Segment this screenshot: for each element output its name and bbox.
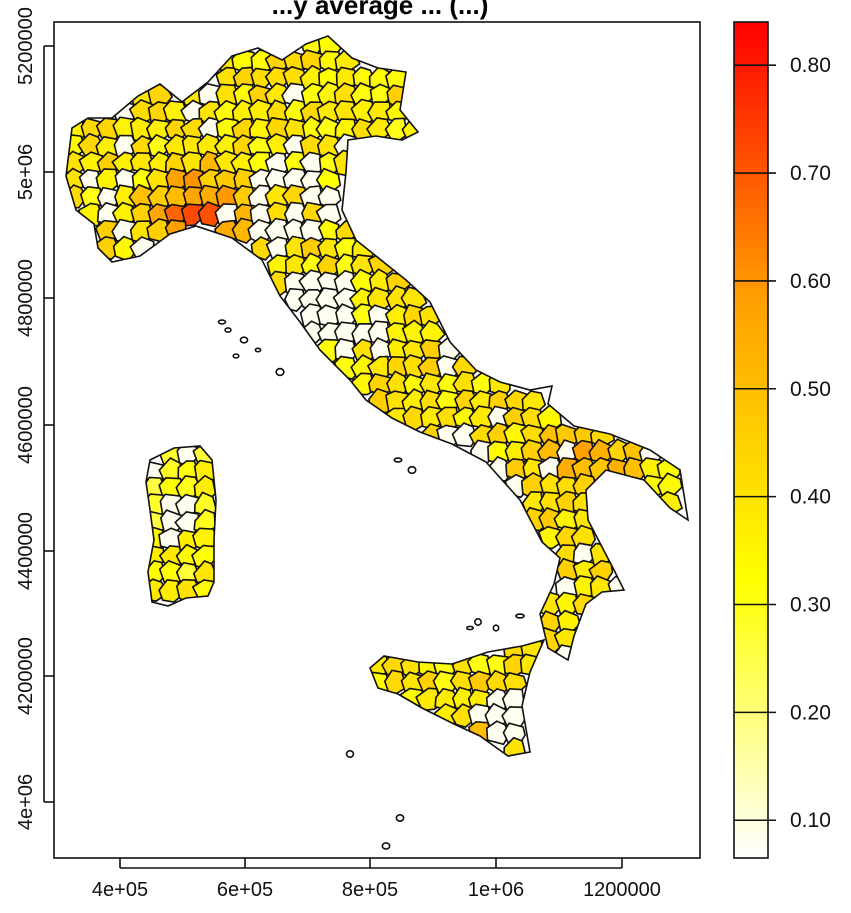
x-tick-label: 4e+05 [92, 879, 148, 901]
legend-tick-label: 0.50 [790, 378, 831, 401]
x-tick-label: 1e+06 [468, 879, 524, 901]
y-tick-label: 4200000 [15, 637, 37, 715]
sea-mask [54, 22, 700, 858]
color-legend: 0.10 0.20 0.30 0.40 0.50 0.60 0.70 0.80 [733, 21, 831, 859]
y-axis: 4e+06 4200000 4400000 4600000 4800000 5e+06 52… [15, 7, 54, 830]
y-tick-label: 5e+06 [15, 144, 37, 200]
islet [254, 347, 262, 353]
islet [395, 813, 405, 823]
mainland-coastline [65, 35, 690, 662]
legend-ticks: 0.10 0.20 0.30 0.40 0.50 0.60 0.70 0.80 [734, 54, 831, 832]
legend-tick-label: 0.70 [790, 162, 831, 185]
islet [515, 613, 525, 619]
x-tick-label: 6e+05 [217, 879, 273, 901]
islet [217, 319, 227, 325]
legend-tick-label: 0.30 [790, 594, 831, 617]
x-axis: 4e+05 6e+05 8e+05 1e+06 1200000 [92, 858, 661, 901]
islet [492, 624, 500, 632]
islet [393, 457, 403, 463]
municipality-region [537, 525, 565, 550]
y-tick-label: 4800000 [15, 259, 37, 337]
islet [465, 625, 475, 631]
islet [224, 327, 232, 333]
legend-tick-label: 0.40 [790, 486, 831, 509]
y-tick-label: 4e+06 [15, 774, 37, 830]
islet [239, 336, 249, 344]
plot-frame [53, 21, 701, 859]
municipality-region [485, 720, 511, 746]
sardinia-coastline [145, 445, 217, 607]
islet [345, 749, 355, 759]
islet [474, 618, 482, 626]
map-title: ...y average ... (...) [272, 0, 489, 20]
legend-color-bar [733, 21, 769, 859]
islet [275, 367, 285, 377]
islet [407, 465, 417, 475]
x-tick-label: 1200000 [583, 879, 661, 901]
legend-tick-label: 0.10 [790, 809, 831, 832]
legend-tick-label: 0.80 [790, 54, 831, 77]
islet [381, 842, 391, 850]
map-layer [54, 22, 700, 858]
y-tick-label: 4400000 [15, 512, 37, 590]
municipality-region [451, 422, 478, 448]
y-tick-label: 4600000 [15, 386, 37, 464]
x-tick-label: 8e+05 [342, 879, 398, 901]
islet [232, 353, 240, 359]
legend-tick-label: 0.60 [790, 270, 831, 293]
municipality-region [231, 217, 256, 245]
y-tick-label: 5200000 [15, 7, 37, 85]
municipality-region [283, 287, 308, 313]
legend-tick-label: 0.20 [790, 701, 831, 724]
sicily-coastline [369, 638, 546, 757]
